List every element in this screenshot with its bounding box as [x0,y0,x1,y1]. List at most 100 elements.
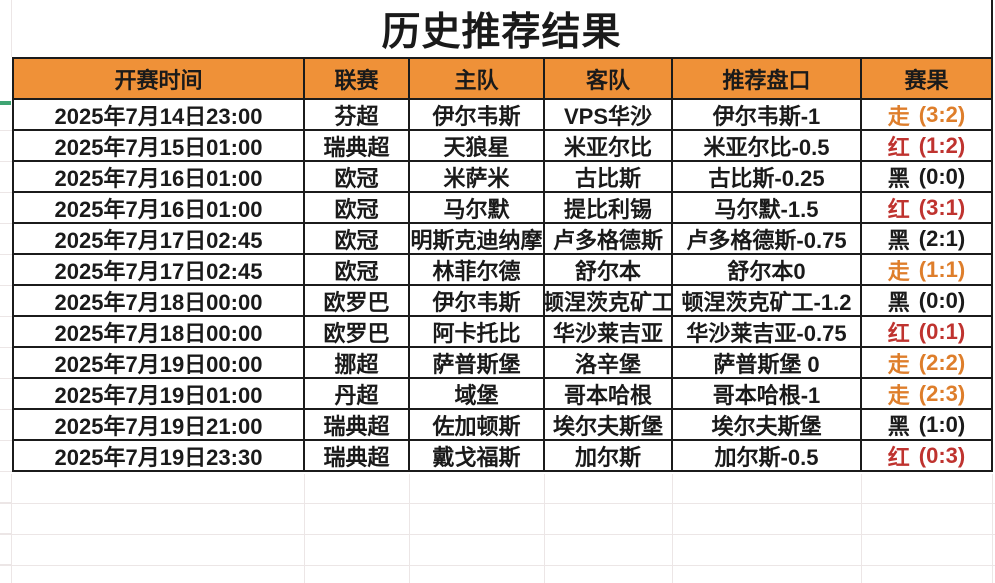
cell-away-team[interactable]: 舒尔本 [545,255,673,286]
cell-result[interactable]: 走 (3:2) [862,100,993,131]
cell-league[interactable]: 丹超 [305,379,410,410]
cell-time[interactable]: 2025年7月16日01:00 [12,193,305,224]
result-score: (1:0) [918,411,966,437]
cell-away-team[interactable]: 卢多格德斯 [545,224,673,255]
header-cell-result[interactable]: 赛果 [862,59,993,98]
table-row: 2025年7月17日02:45 欧冠 林菲尔德 舒尔本 舒尔本0 走 (1:1) [12,255,993,286]
header-cell-handicap[interactable]: 推荐盘口 [673,59,862,98]
cell-time[interactable]: 2025年7月19日21:00 [12,410,305,441]
cell-handicap[interactable]: 华沙莱吉亚-0.75 [673,317,862,348]
cell-result[interactable]: 红 (0:3) [862,441,993,472]
cell-home-team[interactable]: 林菲尔德 [410,255,545,286]
page-title: 历史推荐结果 [381,10,622,54]
result-score: (0:3) [918,442,966,468]
cell-league[interactable]: 芬超 [305,100,410,131]
cell-league[interactable]: 瑞典超 [305,410,410,441]
cell-result[interactable]: 红 (1:2) [862,131,993,162]
cell-home-team[interactable]: 伊尔韦斯 [410,286,545,317]
cell-league[interactable]: 瑞典超 [305,441,410,472]
result-score: (2:2) [918,349,966,375]
cell-time[interactable]: 2025年7月17日02:45 [12,255,305,286]
cell-time[interactable]: 2025年7月16日01:00 [12,162,305,193]
cell-time[interactable]: 2025年7月15日01:00 [12,131,305,162]
cell-away-team[interactable]: 顿涅茨克矿工 [545,286,673,317]
cell-handicap[interactable]: 卢多格德斯-0.75 [673,224,862,255]
header-cell-home[interactable]: 主队 [410,59,545,98]
cell-result[interactable]: 黑 (1:0) [862,410,993,441]
cell-league[interactable]: 瑞典超 [305,131,410,162]
cell-time[interactable]: 2025年7月18日00:00 [12,317,305,348]
cell-handicap[interactable]: 哥本哈根-1 [673,379,862,410]
cell-league[interactable]: 欧冠 [305,162,410,193]
cell-result[interactable]: 黑 (2:1) [862,224,993,255]
result-mark: 黑 [887,227,910,253]
cell-home-team[interactable]: 明斯克迪纳摩 [410,224,545,255]
result-score: (0:0) [918,287,966,313]
cell-league[interactable]: 欧冠 [305,224,410,255]
cell-time[interactable]: 2025年7月18日00:00 [12,286,305,317]
cell-handicap[interactable]: 马尔默-1.5 [673,193,862,224]
cell-result[interactable]: 黑 (0:0) [862,162,993,193]
result-mark: 黑 [887,165,910,191]
cell-home-team[interactable]: 阿卡托比 [410,317,545,348]
cell-result[interactable]: 走 (2:2) [862,348,993,379]
cell-home-team[interactable]: 天狼星 [410,131,545,162]
cell-handicap[interactable]: 顿涅茨克矿工-1.2 [673,286,862,317]
recommendation-table: 历史推荐结果 开赛时间 联赛 主队 客队 推荐盘口 赛果 2025年7月14日2… [12,0,993,472]
cell-home-team[interactable]: 马尔默 [410,193,545,224]
cell-away-team[interactable]: 加尔斯 [545,441,673,472]
cell-result[interactable]: 黑 (0:0) [862,286,993,317]
gridline [672,474,673,583]
cell-league[interactable]: 欧罗巴 [305,317,410,348]
cell-away-team[interactable]: 哥本哈根 [545,379,673,410]
cell-time[interactable]: 2025年7月19日23:30 [12,441,305,472]
cell-handicap[interactable]: 古比斯-0.25 [673,162,862,193]
cell-handicap[interactable]: 伊尔韦斯-1 [673,100,862,131]
table-row: 2025年7月19日01:00 丹超 域堡 哥本哈根 哥本哈根-1 走 (2:3… [12,379,993,410]
cell-handicap[interactable]: 舒尔本0 [673,255,862,286]
result-mark: 红 [887,320,910,346]
table-row: 2025年7月16日01:00 欧冠 米萨米 古比斯 古比斯-0.25 黑 (0… [12,162,993,193]
cell-home-team[interactable]: 米萨米 [410,162,545,193]
cell-away-team[interactable]: 古比斯 [545,162,673,193]
cell-away-team[interactable]: 华沙莱吉亚 [545,317,673,348]
cell-time[interactable]: 2025年7月19日00:00 [12,348,305,379]
cell-result[interactable]: 红 (0:1) [862,317,993,348]
cell-home-team[interactable]: 佐加顿斯 [410,410,545,441]
cell-league[interactable]: 欧冠 [305,193,410,224]
table-row: 2025年7月19日23:30 瑞典超 戴戈福斯 加尔斯 加尔斯-0.5 红 (… [12,441,993,472]
header-cell-league[interactable]: 联赛 [305,59,410,98]
gridline [11,474,12,583]
result-score: (2:3) [918,380,966,406]
cell-handicap[interactable]: 萨普斯堡 0 [673,348,862,379]
cell-away-team[interactable]: 埃尔夫斯堡 [545,410,673,441]
result-score: (3:1) [918,194,966,220]
result-mark: 走 [887,382,910,408]
cell-league[interactable]: 挪超 [305,348,410,379]
gridline [861,474,862,583]
cell-away-team[interactable]: 提比利锡 [545,193,673,224]
cell-away-team[interactable]: 洛辛堡 [545,348,673,379]
cell-result[interactable]: 红 (3:1) [862,193,993,224]
result-mark: 走 [887,351,910,377]
cell-league[interactable]: 欧罗巴 [305,286,410,317]
cell-home-team[interactable]: 萨普斯堡 [410,348,545,379]
cell-league[interactable]: 欧冠 [305,255,410,286]
cell-away-team[interactable]: 米亚尔比 [545,131,673,162]
cell-time[interactable]: 2025年7月17日02:45 [12,224,305,255]
cell-time[interactable]: 2025年7月14日23:00 [12,100,305,131]
cell-handicap[interactable]: 加尔斯-0.5 [673,441,862,472]
table-title-cell[interactable]: 历史推荐结果 [12,0,993,57]
cell-home-team[interactable]: 戴戈福斯 [410,441,545,472]
cell-home-team[interactable]: 伊尔韦斯 [410,100,545,131]
cell-home-team[interactable]: 域堡 [410,379,545,410]
cell-time[interactable]: 2025年7月19日01:00 [12,379,305,410]
cell-handicap[interactable]: 埃尔夫斯堡 [673,410,862,441]
header-cell-away[interactable]: 客队 [545,59,673,98]
cell-away-team[interactable]: VPS华沙 [545,100,673,131]
cell-handicap[interactable]: 米亚尔比-0.5 [673,131,862,162]
result-mark: 黑 [887,289,910,315]
header-cell-time[interactable]: 开赛时间 [12,59,305,98]
cell-result[interactable]: 走 (1:1) [862,255,993,286]
cell-result[interactable]: 走 (2:3) [862,379,993,410]
